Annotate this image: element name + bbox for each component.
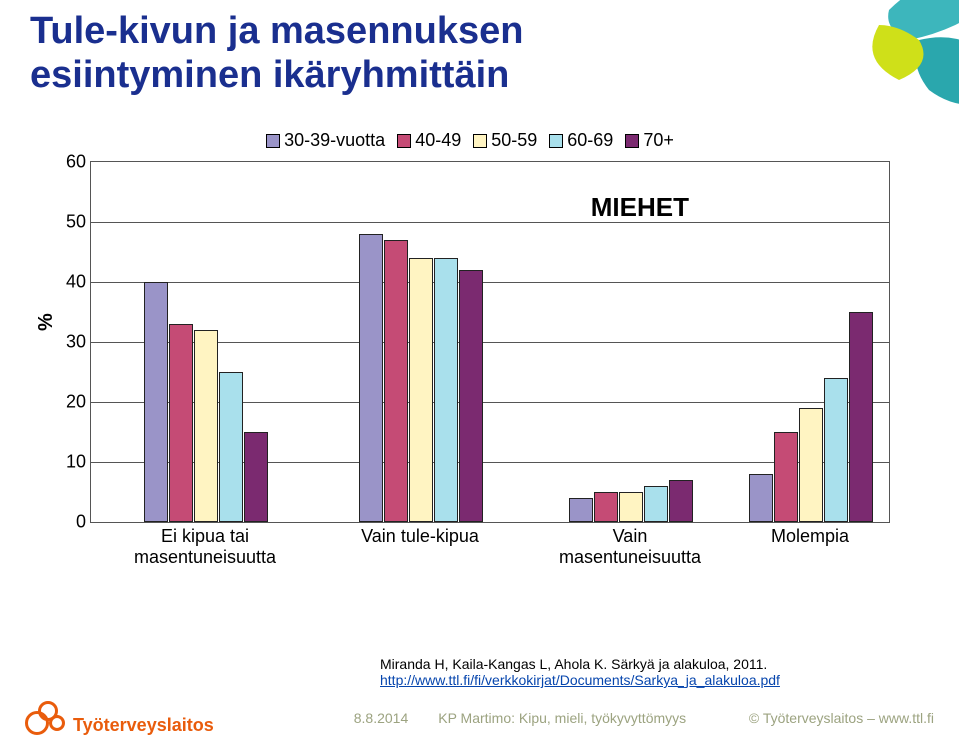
- y-tick: 0: [56, 511, 86, 532]
- title-line2: esiintyminen ikäryhmittäin: [30, 54, 523, 98]
- bar: [644, 486, 668, 522]
- bar: [144, 282, 168, 522]
- legend-swatch: [266, 134, 280, 148]
- footer-right: © Työterveyslaitos – www.ttl.fi: [749, 710, 934, 726]
- bar: [749, 474, 773, 522]
- legend-label: 40-49: [415, 130, 461, 151]
- footer-mid: KP Martimo: Kipu, mieli, työkyvyttömyys: [438, 710, 686, 726]
- legend-item: 30-39-vuotta: [266, 130, 385, 151]
- bar: [669, 480, 693, 522]
- bar: [244, 432, 268, 522]
- bar-group: [359, 234, 484, 522]
- bar: [434, 258, 458, 522]
- chart-inside-label: MIEHET: [591, 192, 689, 223]
- y-tick: 30: [56, 331, 86, 352]
- bar: [219, 372, 243, 522]
- y-tick: 50: [56, 211, 86, 232]
- legend-label: 60-69: [567, 130, 613, 151]
- legend-item: 60-69: [549, 130, 613, 151]
- title-line1: Tule-kivun ja masennuksen: [30, 10, 523, 54]
- y-tick: 10: [56, 451, 86, 472]
- legend-label: 50-59: [491, 130, 537, 151]
- decoration: [799, 0, 959, 150]
- y-tick: 40: [56, 271, 86, 292]
- bar: [569, 498, 593, 522]
- bar: [594, 492, 618, 522]
- bar: [619, 492, 643, 522]
- legend-item: 70+: [625, 130, 674, 151]
- legend-swatch: [473, 134, 487, 148]
- x-label: Molempia: [720, 526, 900, 547]
- bar: [169, 324, 193, 522]
- bar: [774, 432, 798, 522]
- bar-group: [144, 282, 269, 522]
- bar: [409, 258, 433, 522]
- chart-body: % MIEHET 0102030405060 Ei kipua taimasen…: [90, 161, 890, 561]
- logo-text: Työterveyslaitos: [73, 715, 214, 736]
- bar: [359, 234, 383, 522]
- legend-swatch: [549, 134, 563, 148]
- x-label: Vain tule-kipua: [330, 526, 510, 547]
- bar: [799, 408, 823, 522]
- citation: Miranda H, Kaila-Kangas L, Ahola K. Särk…: [380, 656, 780, 688]
- legend-swatch: [625, 134, 639, 148]
- bar: [824, 378, 848, 522]
- citation-text: Miranda H, Kaila-Kangas L, Ahola K. Särk…: [380, 656, 767, 672]
- footer-date: 8.8.2014: [354, 710, 409, 726]
- legend-item: 50-59: [473, 130, 537, 151]
- legend-label: 70+: [643, 130, 674, 151]
- x-label: Ei kipua taimasentuneisuutta: [115, 526, 295, 568]
- gridline: [91, 222, 889, 223]
- plot-area: MIEHET 0102030405060: [90, 161, 890, 523]
- y-tick: 60: [56, 151, 86, 172]
- bar-group: [569, 480, 694, 522]
- bar-group: [749, 312, 874, 522]
- page-title: Tule-kivun ja masennuksen esiintyminen i…: [30, 10, 523, 97]
- x-label: Vainmasentuneisuutta: [540, 526, 720, 568]
- chart: 30-39-vuotta 40-49 50-59 60-69 70+ % MIEHET …: [20, 130, 920, 561]
- legend: 30-39-vuotta 40-49 50-59 60-69 70+: [20, 130, 920, 153]
- footer: Työterveyslaitos 8.8.2014 KP Martimo: Ki…: [0, 693, 959, 743]
- legend-label: 30-39-vuotta: [284, 130, 385, 151]
- legend-item: 40-49: [397, 130, 461, 151]
- citation-link[interactable]: http://www.ttl.fi/fi/verkkokirjat/Docume…: [380, 672, 780, 688]
- y-tick: 20: [56, 391, 86, 412]
- y-axis-label: %: [35, 313, 58, 331]
- bar: [384, 240, 408, 522]
- bar: [459, 270, 483, 522]
- bar: [849, 312, 873, 522]
- footer-logo: Työterveyslaitos: [25, 701, 214, 736]
- bar: [194, 330, 218, 522]
- legend-swatch: [397, 134, 411, 148]
